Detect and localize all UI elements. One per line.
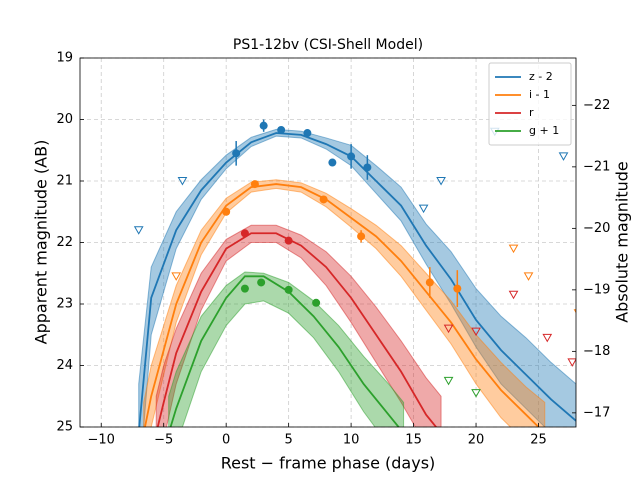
x-tick-label: 15 (405, 433, 422, 448)
y-axis-label: Apparent magnitude (AB) (32, 140, 51, 345)
chart-title: PS1-12bv (CSI-Shell Model) (233, 37, 423, 53)
legend-label: r (529, 106, 534, 119)
data-point (232, 149, 241, 158)
y2-tick-label: −19 (583, 282, 610, 297)
upper-limit (443, 376, 454, 386)
y2-tick-label: −17 (583, 405, 610, 420)
data-point (357, 232, 366, 241)
data-point (425, 278, 434, 287)
y-tick-label: 21 (56, 174, 73, 189)
y2-tick-label: −20 (583, 221, 610, 236)
upper-limit (177, 177, 188, 186)
y2-tick-label: −21 (583, 159, 610, 174)
legend-label: i - 1 (529, 88, 550, 101)
upper-limit (523, 272, 534, 281)
x-tick-label: −10 (88, 433, 115, 448)
upper-limit (567, 358, 576, 367)
axes: −10 −5 0 5 10 15 20 25 19 20 21 22 23 24 25 −22 −21 −20 −1… (56, 51, 610, 448)
legend-label: g + 1 (529, 124, 559, 137)
x-tick-label: 25 (530, 433, 547, 448)
y2-axis-label: Absolute magnitude (613, 161, 632, 323)
data-point (284, 236, 293, 245)
upper-limit (471, 389, 481, 398)
x-tick-label: −5 (154, 433, 173, 448)
y-tick-label: 22 (56, 235, 73, 250)
model-band (143, 179, 546, 427)
upper-limit (171, 272, 182, 281)
data-point (319, 195, 328, 204)
data-point (312, 298, 321, 307)
data-point (259, 121, 268, 130)
data-point (347, 152, 356, 161)
y-tick-label: 20 (56, 112, 73, 127)
x-tick-label: 0 (222, 433, 230, 448)
upper-limit (508, 290, 519, 300)
data-point (222, 207, 231, 216)
y-tick-label: 19 (56, 51, 73, 66)
legend: z - 2 i - 1 r g + 1 (488, 62, 572, 146)
upper-limit (418, 204, 429, 214)
data-point (328, 158, 337, 167)
plot-area (133, 119, 576, 427)
x-axis-label: Rest − frame phase (days) (221, 454, 436, 473)
data-point (284, 285, 293, 294)
y-tick-label: 25 (56, 420, 73, 435)
upper-limit (436, 177, 446, 186)
data-point (250, 180, 259, 189)
legend-label: z - 2 (529, 70, 553, 83)
upper-limit (443, 324, 454, 334)
y-tick-label: 23 (56, 297, 73, 312)
model-band (168, 271, 405, 427)
upper-limit (542, 333, 553, 343)
y2-tick-label: −18 (583, 344, 610, 359)
data-point (363, 163, 372, 172)
x-tick-label: 5 (285, 433, 293, 448)
y2-tick-label: −22 (583, 98, 610, 113)
data-point (240, 229, 249, 238)
x-tick-label: 10 (343, 433, 360, 448)
data-point (257, 278, 266, 287)
upper-limit (558, 152, 569, 161)
upper-limit (133, 226, 144, 235)
upper-limit (471, 327, 481, 337)
data-point (453, 284, 462, 293)
x-tick-label: 20 (468, 433, 485, 448)
y-tick-label: 24 (56, 358, 73, 373)
model-line (169, 275, 400, 427)
legend-box (488, 62, 572, 146)
data-point (240, 284, 249, 293)
upper-limit (508, 244, 519, 254)
data-point (303, 129, 312, 138)
model-line (144, 183, 540, 427)
data-point (277, 125, 286, 134)
